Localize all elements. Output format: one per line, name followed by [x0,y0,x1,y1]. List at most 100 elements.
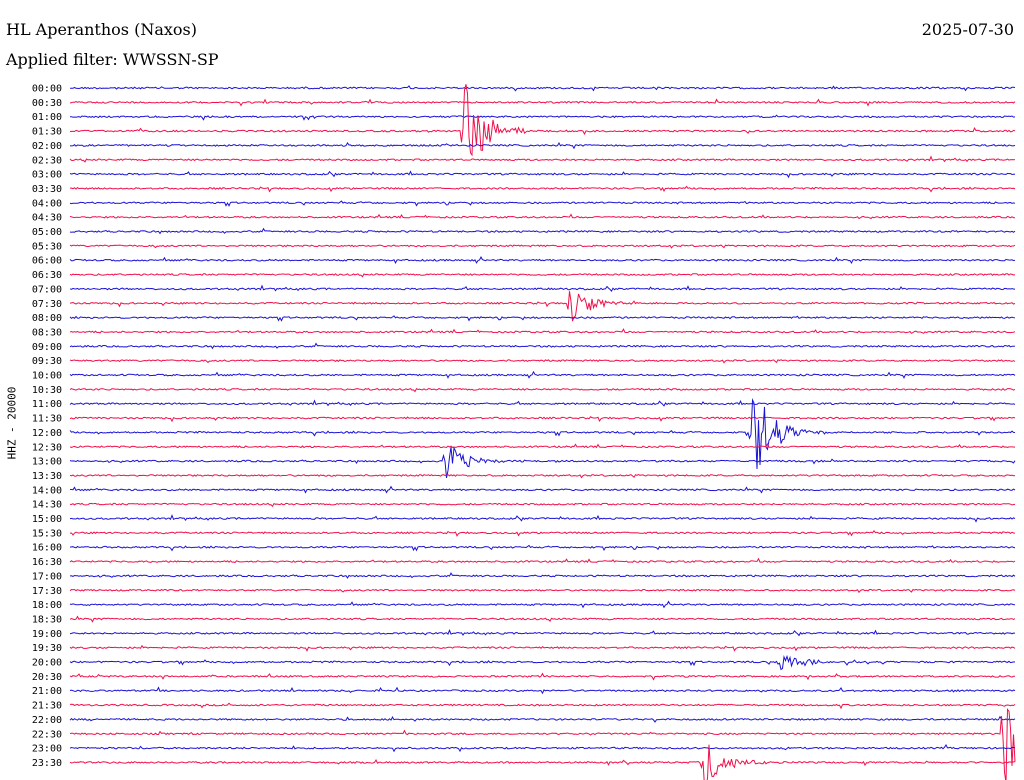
row-label: 19:00 [32,629,62,640]
trace-line [69,398,1016,470]
trace-line [69,715,1016,723]
trace-line [69,284,1016,292]
trace-line [69,399,1016,407]
traces [69,84,1016,780]
row-label: 10:00 [32,371,62,382]
trace-line [69,141,1016,150]
row-label: 15:30 [32,528,62,539]
trace-line [69,474,1016,479]
trace-line [70,85,1016,92]
row-label: 18:30 [32,614,62,625]
trace-line [69,442,1016,449]
trace-line [69,315,1016,322]
station-title: HL Aperanthos (Naxos) [6,20,197,39]
trace-line [69,588,1016,594]
trace-line [69,213,1016,220]
row-label: 05:30 [32,241,62,252]
row-label: 15:00 [32,514,62,525]
trace-line [69,502,1016,508]
row-label: 06:00 [32,256,62,267]
trace-line [69,744,1016,753]
trace-line [69,686,1016,695]
row-label: 04:00 [32,198,62,209]
trace-line [69,291,1016,322]
trace-line [69,227,1016,235]
trace-line [69,387,1016,393]
row-label: 14:00 [32,485,62,496]
row-label: 22:30 [32,729,62,740]
row-label: 16:00 [32,543,62,554]
row-labels: 00:00 00:30 01:00 01:30 02:00 02:30 03:00 03:30… [32,84,62,769]
row-label: 01:00 [32,112,62,123]
row-label: 14:30 [32,500,62,511]
trace-line [69,200,1016,207]
row-label: 05:00 [32,227,62,238]
date-label: 2025-07-30 [921,20,1014,39]
trace-line [69,273,1016,278]
row-label: 13:00 [32,457,62,468]
trace-line [69,416,1016,423]
row-label: 03:30 [32,184,62,195]
trace-line [69,615,1016,623]
trace-line [69,702,1016,710]
trace-line [69,644,1016,652]
filter-label: Applied filter: WWSSN-SP [6,50,219,69]
row-label: 02:30 [32,155,62,166]
trace-line [69,654,1016,671]
trace-line [69,185,1016,193]
trace-line [69,485,1016,494]
row-label: 13:30 [32,471,62,482]
trace-line [69,342,1016,350]
row-label: 21:30 [32,701,62,712]
row-label: 18:00 [32,600,62,611]
row-label: 11:30 [32,414,62,425]
row-label: 19:30 [32,643,62,654]
row-label: 20:00 [32,658,62,669]
row-label: 12:00 [32,428,62,439]
row-label: 21:00 [32,686,62,697]
row-label: 23:30 [32,758,62,769]
trace-line [69,572,1016,579]
trace-line [69,98,1016,107]
row-label: 08:00 [32,313,62,324]
trace-line [69,370,1016,379]
row-label: 22:00 [32,715,62,726]
row-label: 03:00 [32,170,62,181]
row-label: 00:30 [32,98,62,109]
row-label: 01:30 [32,127,62,138]
row-label: 07:30 [32,299,62,310]
row-label: 00:00 [32,84,62,95]
trace-line [69,170,1016,179]
trace-line [69,244,1016,249]
trace-line [69,514,1016,523]
row-label: 09:30 [32,356,62,367]
row-label: 09:00 [32,342,62,353]
trace-line [69,328,1016,334]
row-label: 06:30 [32,270,62,281]
row-label: 04:30 [32,213,62,224]
trace-line [69,707,1016,780]
row-label: 23:00 [32,744,62,755]
trace-line [69,446,1016,479]
row-label: 12:30 [32,442,62,453]
row-label: 08:30 [32,327,62,338]
trace-line [69,672,1016,681]
row-label: 17:00 [32,571,62,582]
row-label: 11:00 [32,399,62,410]
row-label: 17:30 [32,586,62,597]
trace-line [69,84,1016,157]
trace-line [69,256,1016,265]
trace-line [69,557,1016,564]
trace-line [69,155,1016,163]
trace-line [69,744,1016,780]
trace-line [70,114,1016,121]
trace-line [69,529,1016,537]
row-label: 16:30 [32,557,62,568]
row-label: 20:30 [32,672,62,683]
row-label: 10:30 [32,385,62,396]
trace-line [69,359,1016,364]
trace-line [69,628,1016,637]
row-label: 07:00 [32,284,62,295]
trace-line [69,600,1016,609]
